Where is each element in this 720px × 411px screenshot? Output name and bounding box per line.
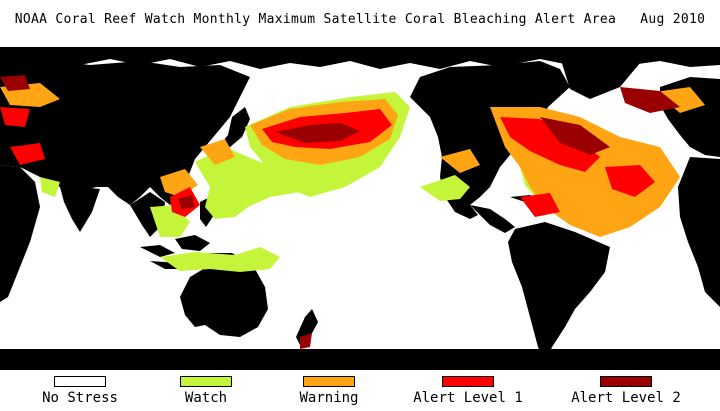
legend-swatch xyxy=(180,376,232,387)
greenland xyxy=(560,55,640,99)
legend-item-no-stress: No Stress xyxy=(30,376,130,406)
legend-label: Alert Level 2 xyxy=(571,390,681,406)
eurasia-left xyxy=(0,59,250,205)
africa-left xyxy=(0,165,40,302)
legend-item-warning: Warning xyxy=(279,376,379,406)
legend-label: Watch xyxy=(184,390,228,406)
legend-item-alert-2: Alert Level 2 xyxy=(556,376,696,406)
legend-swatch xyxy=(54,376,106,387)
title-date: Aug 2010 xyxy=(640,12,706,27)
africa-right xyxy=(678,157,720,307)
legend-item-alert-1: Alert Level 1 xyxy=(398,376,538,406)
legend-item-watch: Watch xyxy=(156,376,256,406)
central-america xyxy=(470,205,515,233)
legend-label: Warning xyxy=(299,390,359,406)
bleaching-alert-map xyxy=(0,47,720,370)
title-text: NOAA Coral Reef Watch Monthly Maximum Sa… xyxy=(14,12,617,27)
legend-swatch xyxy=(442,376,494,387)
legend-label: No Stress xyxy=(42,390,118,406)
south-america xyxy=(508,222,610,365)
map-title: NOAA Coral Reef Watch Monthly Maximum Sa… xyxy=(0,12,720,27)
legend-label: Alert Level 1 xyxy=(413,390,523,406)
alert2-areas xyxy=(0,75,680,349)
arctic-land xyxy=(0,47,720,69)
india xyxy=(60,187,100,232)
australia xyxy=(180,252,268,337)
legend-swatch xyxy=(600,376,652,387)
new-zealand xyxy=(296,309,318,345)
legend-swatch xyxy=(303,376,355,387)
antarctica xyxy=(0,353,720,370)
legend: No Stress Watch Warning Alert Level 1 Al… xyxy=(0,376,720,411)
